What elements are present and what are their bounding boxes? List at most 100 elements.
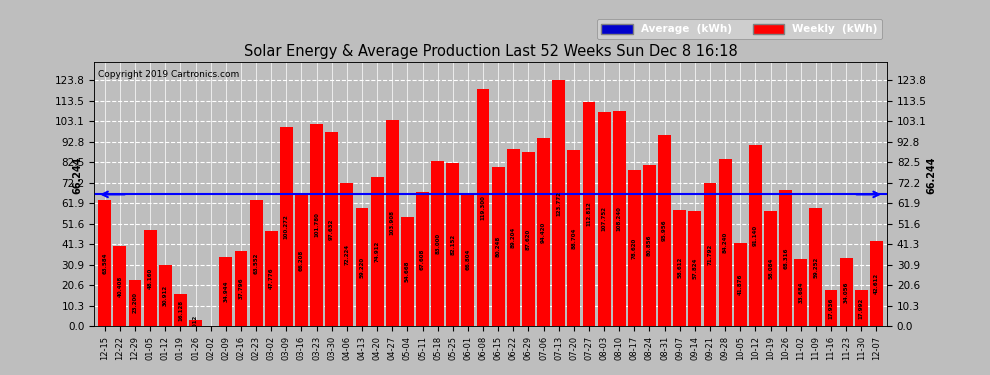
Text: 58.612: 58.612 xyxy=(677,257,682,278)
Text: 108.240: 108.240 xyxy=(617,206,622,231)
Text: Copyright 2019 Cartronics.com: Copyright 2019 Cartronics.com xyxy=(98,70,240,79)
Text: 66.244: 66.244 xyxy=(72,157,82,194)
Text: 66.804: 66.804 xyxy=(465,249,470,270)
Text: 17.992: 17.992 xyxy=(858,297,864,319)
Bar xyxy=(840,258,852,326)
Bar xyxy=(144,230,156,326)
Bar xyxy=(370,177,383,326)
Text: 91.140: 91.140 xyxy=(753,225,758,246)
Bar xyxy=(114,246,127,326)
Bar xyxy=(870,242,883,326)
Bar xyxy=(613,111,626,326)
Text: 119.300: 119.300 xyxy=(480,195,485,220)
Text: 78.620: 78.620 xyxy=(632,237,637,258)
Bar xyxy=(220,256,233,326)
Text: 112.812: 112.812 xyxy=(586,202,591,226)
Bar xyxy=(582,102,595,326)
Bar xyxy=(779,190,792,326)
Bar xyxy=(734,243,746,326)
Text: 88.704: 88.704 xyxy=(571,227,576,249)
Text: 66.208: 66.208 xyxy=(299,250,304,271)
Text: 30.912: 30.912 xyxy=(162,285,168,306)
Text: 57.824: 57.824 xyxy=(692,258,697,279)
Bar xyxy=(644,165,656,326)
Text: 59.220: 59.220 xyxy=(359,256,364,278)
Bar xyxy=(355,209,368,326)
Bar xyxy=(492,166,505,326)
Text: 58.084: 58.084 xyxy=(768,258,773,279)
Bar xyxy=(749,145,762,326)
Text: 17.936: 17.936 xyxy=(829,297,834,319)
Text: 94.420: 94.420 xyxy=(542,222,546,243)
Text: 16.128: 16.128 xyxy=(178,300,183,321)
Text: 67.608: 67.608 xyxy=(420,248,425,270)
Text: 74.912: 74.912 xyxy=(374,241,379,262)
Bar xyxy=(825,290,838,326)
Bar xyxy=(326,132,339,326)
Bar xyxy=(719,159,732,326)
Bar xyxy=(567,150,580,326)
Text: 89.204: 89.204 xyxy=(511,227,516,248)
Text: 37.796: 37.796 xyxy=(239,278,244,299)
Text: 101.780: 101.780 xyxy=(314,213,319,237)
Bar xyxy=(552,80,565,326)
Bar xyxy=(416,192,429,326)
Text: 48.160: 48.160 xyxy=(148,267,152,289)
Text: 87.620: 87.620 xyxy=(526,228,531,250)
Text: 34.056: 34.056 xyxy=(843,282,848,303)
Text: 54.668: 54.668 xyxy=(405,261,410,282)
Bar xyxy=(310,124,323,326)
Text: 3.012: 3.012 xyxy=(193,314,198,332)
Bar xyxy=(401,217,414,326)
Bar xyxy=(658,135,671,326)
Text: 123.772: 123.772 xyxy=(556,190,561,216)
Bar xyxy=(249,200,262,326)
Text: 59.252: 59.252 xyxy=(814,256,819,278)
Bar xyxy=(764,211,777,326)
Bar xyxy=(386,120,399,326)
Bar xyxy=(129,280,142,326)
Bar xyxy=(341,183,353,326)
Text: 100.272: 100.272 xyxy=(284,214,289,239)
Text: 95.956: 95.956 xyxy=(662,220,667,242)
Text: 63.552: 63.552 xyxy=(253,252,258,274)
Bar xyxy=(810,208,823,326)
Text: 80.856: 80.856 xyxy=(647,235,652,256)
Legend: Average  (kWh), Weekly  (kWh): Average (kWh), Weekly (kWh) xyxy=(597,20,882,39)
Text: 41.876: 41.876 xyxy=(738,274,742,295)
Bar xyxy=(461,193,474,326)
Text: 40.408: 40.408 xyxy=(118,275,123,297)
Text: 71.792: 71.792 xyxy=(708,244,713,266)
Bar xyxy=(507,149,520,326)
Bar xyxy=(235,251,248,326)
Text: 33.684: 33.684 xyxy=(798,282,803,303)
Bar xyxy=(794,259,807,326)
Text: 97.632: 97.632 xyxy=(330,218,335,240)
Text: 42.612: 42.612 xyxy=(874,273,879,294)
Title: Solar Energy & Average Production Last 52 Weeks Sun Dec 8 16:18: Solar Energy & Average Production Last 5… xyxy=(244,44,738,59)
Text: 72.224: 72.224 xyxy=(345,244,349,265)
Bar xyxy=(538,138,550,326)
Bar xyxy=(598,112,611,326)
Bar xyxy=(476,89,489,326)
Text: 47.776: 47.776 xyxy=(268,268,273,290)
Bar xyxy=(704,183,717,326)
Text: 80.248: 80.248 xyxy=(496,236,501,257)
Bar xyxy=(673,210,686,326)
Bar xyxy=(295,195,308,326)
Text: 82.152: 82.152 xyxy=(450,234,455,255)
Text: 34.944: 34.944 xyxy=(224,280,229,302)
Text: 103.908: 103.908 xyxy=(390,210,395,235)
Bar xyxy=(174,294,187,326)
Text: 66.244: 66.244 xyxy=(927,157,937,194)
Bar xyxy=(688,211,701,326)
Bar xyxy=(189,320,202,326)
Text: 63.584: 63.584 xyxy=(102,252,107,274)
Bar xyxy=(158,265,171,326)
Text: 84.240: 84.240 xyxy=(723,232,728,253)
Bar xyxy=(98,200,111,326)
Bar xyxy=(522,152,535,326)
Text: 23.200: 23.200 xyxy=(133,292,138,314)
Text: 68.316: 68.316 xyxy=(783,248,788,269)
Bar xyxy=(432,161,445,326)
